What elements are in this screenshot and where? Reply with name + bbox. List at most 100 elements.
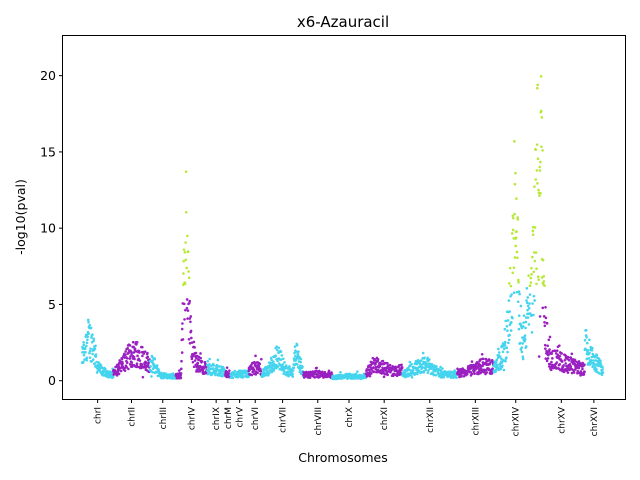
data-point xyxy=(531,302,534,305)
data-point xyxy=(291,369,295,372)
data-point xyxy=(283,370,286,373)
data-point xyxy=(313,376,317,379)
data-point xyxy=(530,331,534,334)
data-point xyxy=(481,357,485,361)
data-point xyxy=(301,365,304,369)
data-point xyxy=(157,368,160,371)
chromosome-points-chrVI xyxy=(247,354,263,377)
data-point xyxy=(274,354,278,358)
data-point xyxy=(131,340,135,344)
data-point xyxy=(586,349,590,352)
data-point xyxy=(522,314,526,317)
data-point xyxy=(94,353,98,356)
data-point xyxy=(547,353,550,357)
data-point xyxy=(547,338,551,342)
data-point xyxy=(442,375,446,379)
data-point xyxy=(549,368,553,372)
data-point xyxy=(476,365,480,368)
data-point xyxy=(293,351,296,355)
data-point xyxy=(295,350,298,353)
data-point xyxy=(511,228,515,232)
data-point xyxy=(279,350,283,353)
data-point xyxy=(233,369,237,373)
data-point xyxy=(182,259,185,263)
data-point xyxy=(528,293,532,296)
data-point xyxy=(192,365,196,369)
data-point xyxy=(259,369,263,373)
x-tick-label-chrIII: chrIII xyxy=(159,407,169,429)
data-point xyxy=(187,337,191,341)
data-point xyxy=(125,361,129,365)
data-point xyxy=(191,360,195,364)
data-point xyxy=(201,369,205,372)
data-point xyxy=(128,363,132,366)
data-point xyxy=(548,362,552,366)
data-point xyxy=(81,347,85,351)
data-point xyxy=(514,236,518,239)
data-point xyxy=(130,352,133,356)
data-point xyxy=(511,216,515,220)
data-point xyxy=(528,302,531,305)
data-point xyxy=(250,373,254,377)
data-point xyxy=(510,321,513,324)
data-point xyxy=(136,354,139,358)
data-point xyxy=(499,367,502,371)
data-point xyxy=(126,347,129,350)
data-point xyxy=(555,349,559,352)
data-point xyxy=(522,321,525,324)
data-point xyxy=(185,266,188,270)
data-point xyxy=(535,267,538,271)
data-point xyxy=(427,369,430,372)
data-point xyxy=(208,363,211,366)
data-point xyxy=(565,369,569,373)
data-point xyxy=(521,357,525,361)
data-point xyxy=(346,377,350,380)
data-point xyxy=(258,362,262,366)
data-point xyxy=(563,358,567,362)
data-point xyxy=(151,370,155,374)
data-point xyxy=(206,360,210,363)
data-point xyxy=(516,218,520,221)
data-point xyxy=(193,346,196,349)
data-point xyxy=(276,359,279,363)
data-point xyxy=(529,276,533,280)
data-point xyxy=(128,357,132,360)
data-point xyxy=(545,359,549,363)
data-point xyxy=(511,271,515,275)
data-point xyxy=(141,354,144,358)
data-point xyxy=(517,278,520,282)
data-point xyxy=(124,353,127,357)
data-point xyxy=(183,282,187,286)
data-point xyxy=(82,340,85,344)
data-point xyxy=(531,255,534,259)
data-point xyxy=(432,373,436,377)
data-point xyxy=(506,329,509,333)
data-point xyxy=(585,341,589,345)
x-tick-label-chrIX: chrIX xyxy=(212,407,222,430)
data-point xyxy=(189,329,193,333)
data-point xyxy=(288,365,291,368)
data-point xyxy=(562,364,565,367)
data-point xyxy=(520,350,524,354)
data-point xyxy=(542,274,546,278)
data-point xyxy=(291,375,295,378)
data-point xyxy=(515,230,518,233)
data-point xyxy=(511,316,514,320)
data-point xyxy=(540,116,544,119)
data-point xyxy=(527,323,531,326)
data-point xyxy=(378,364,382,368)
data-point xyxy=(572,371,576,374)
data-point xyxy=(192,340,196,344)
data-point xyxy=(533,259,537,263)
data-point xyxy=(111,375,115,379)
data-point xyxy=(292,366,296,370)
x-tick-label-chrXIV: chrXIV xyxy=(512,406,522,436)
data-point xyxy=(104,367,107,371)
data-point xyxy=(525,287,529,290)
chromosome-points-chrVII xyxy=(260,342,305,379)
data-point xyxy=(515,290,519,294)
data-point xyxy=(577,366,581,370)
data-point xyxy=(388,363,392,367)
data-point xyxy=(94,344,97,348)
data-point xyxy=(194,351,198,355)
